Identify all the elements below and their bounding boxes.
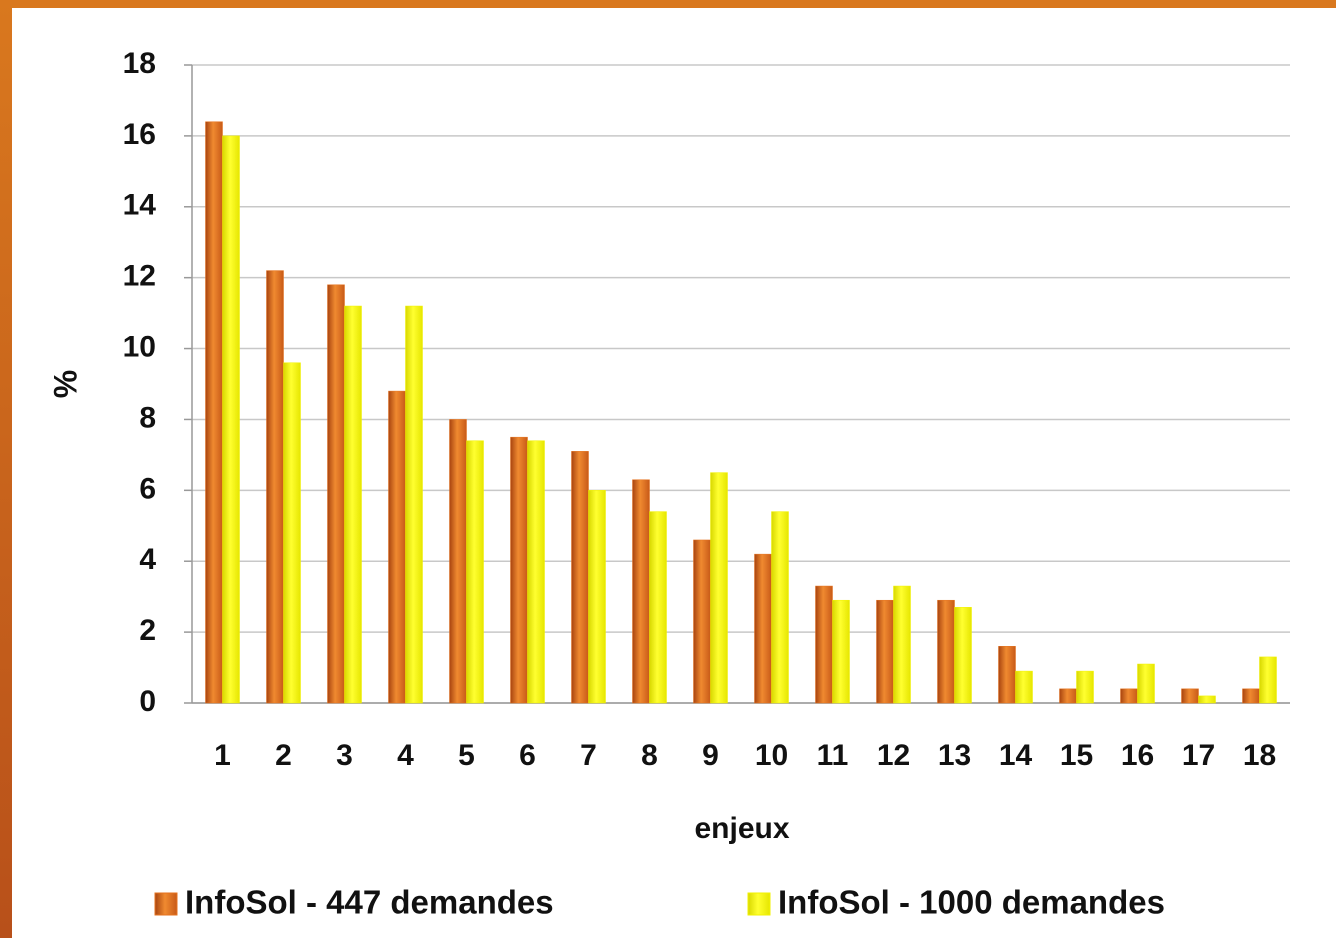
legend-swatch bbox=[747, 892, 771, 916]
bar bbox=[893, 585, 911, 704]
bar bbox=[937, 599, 955, 704]
bar bbox=[876, 599, 894, 704]
x-tick-label: 9 bbox=[702, 739, 719, 772]
x-tick-label: 12 bbox=[877, 739, 910, 772]
x-tick-label: 8 bbox=[641, 739, 658, 772]
bar bbox=[527, 440, 545, 704]
bar bbox=[205, 121, 223, 704]
x-tick-label: 11 bbox=[817, 739, 849, 772]
bar bbox=[1181, 688, 1199, 704]
bar bbox=[693, 539, 711, 704]
x-tick-label: 15 bbox=[1060, 739, 1093, 772]
bar bbox=[1015, 670, 1033, 704]
bar bbox=[222, 135, 240, 704]
x-tick-label: 13 bbox=[938, 739, 971, 772]
x-tick-label: 16 bbox=[1121, 739, 1154, 772]
x-tick-label: 17 bbox=[1182, 739, 1215, 772]
x-tick-label: 2 bbox=[275, 739, 292, 772]
bar bbox=[327, 284, 345, 704]
bar bbox=[588, 490, 606, 704]
x-tick-label: 4 bbox=[397, 739, 414, 772]
bar bbox=[388, 390, 406, 704]
legend-label: InfoSol - 447 demandes bbox=[185, 884, 554, 921]
x-axis-label: enjeux bbox=[694, 812, 789, 845]
legend-swatch bbox=[154, 892, 178, 916]
bar bbox=[266, 270, 284, 704]
y-tick-label: 14 bbox=[123, 189, 157, 222]
x-tick-label: 7 bbox=[580, 739, 597, 772]
y-tick-label: 8 bbox=[139, 401, 156, 434]
y-tick-label: 16 bbox=[123, 118, 156, 151]
bar bbox=[832, 599, 850, 704]
bar bbox=[754, 553, 772, 704]
y-tick-label: 4 bbox=[139, 543, 156, 576]
bar bbox=[1059, 688, 1077, 704]
x-tick-label: 5 bbox=[458, 739, 475, 772]
bar bbox=[1198, 695, 1216, 704]
y-tick-label: 12 bbox=[123, 260, 156, 293]
bar bbox=[1259, 656, 1277, 704]
bar bbox=[649, 511, 667, 704]
bar bbox=[954, 607, 972, 704]
bar bbox=[1137, 663, 1155, 704]
bar bbox=[283, 362, 301, 704]
bar bbox=[466, 440, 484, 704]
y-tick-label: 18 bbox=[123, 47, 156, 80]
bar bbox=[771, 511, 789, 704]
bar bbox=[998, 646, 1016, 704]
y-tick-label: 10 bbox=[123, 330, 156, 363]
bar bbox=[710, 472, 728, 704]
bar bbox=[449, 419, 467, 704]
x-tick-label: 6 bbox=[519, 739, 536, 772]
bar bbox=[1120, 688, 1138, 704]
y-axis-label: % bbox=[47, 370, 83, 398]
x-tick-label: 10 bbox=[755, 739, 788, 772]
y-tick-label: 6 bbox=[139, 472, 156, 505]
x-tick-label: 3 bbox=[336, 739, 353, 772]
bar bbox=[1242, 688, 1260, 704]
x-tick-label: 14 bbox=[999, 739, 1033, 772]
legend-label: InfoSol - 1000 demandes bbox=[778, 884, 1165, 921]
bar bbox=[815, 585, 833, 704]
bar bbox=[405, 305, 423, 704]
bar bbox=[632, 479, 650, 704]
bar bbox=[571, 451, 589, 704]
x-tick-label: 1 bbox=[214, 739, 231, 772]
x-tick-label: 18 bbox=[1243, 739, 1276, 772]
bar bbox=[1076, 670, 1094, 704]
bar bbox=[344, 305, 362, 704]
y-tick-label: 2 bbox=[139, 614, 156, 647]
y-tick-label: 0 bbox=[139, 685, 156, 718]
bar bbox=[510, 436, 528, 704]
